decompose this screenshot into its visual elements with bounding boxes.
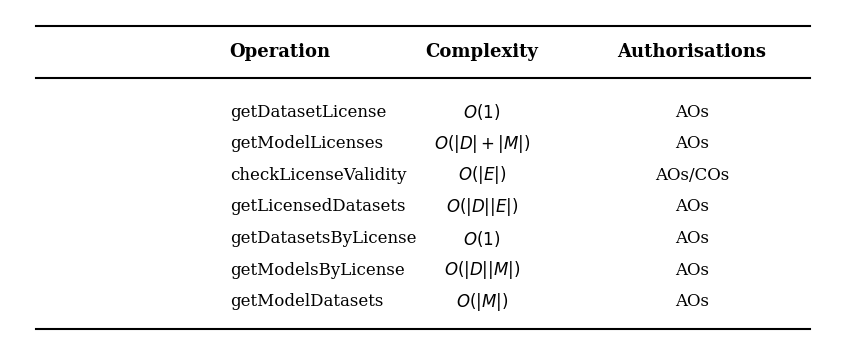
Text: Complexity: Complexity — [426, 42, 538, 61]
Text: $O(|M|)$: $O(|M|)$ — [456, 291, 508, 313]
Text: AOs: AOs — [675, 198, 709, 215]
Text: getDatasetsByLicense: getDatasetsByLicense — [230, 230, 416, 247]
Text: getDatasetLicense: getDatasetLicense — [230, 104, 386, 121]
Text: checkLicenseValidity: checkLicenseValidity — [230, 167, 406, 184]
Text: AOs: AOs — [675, 104, 709, 121]
Text: AOs: AOs — [675, 230, 709, 247]
Text: AOs: AOs — [675, 293, 709, 311]
Text: getModelsByLicense: getModelsByLicense — [230, 262, 404, 279]
Text: AOs/COs: AOs/COs — [655, 167, 729, 184]
Text: getLicensedDatasets: getLicensedDatasets — [230, 198, 405, 215]
Text: $O(|D||E|)$: $O(|D||E|)$ — [446, 196, 518, 218]
Text: $O(|D||M|)$: $O(|D||M|)$ — [444, 259, 520, 281]
Text: $O(|D|+|M|)$: $O(|D|+|M|)$ — [433, 133, 530, 155]
Text: $O(1)$: $O(1)$ — [464, 228, 501, 249]
Text: $O(|E|)$: $O(|E|)$ — [458, 165, 506, 186]
Text: $O(1)$: $O(1)$ — [464, 102, 501, 122]
Text: AOs: AOs — [675, 135, 709, 152]
Text: getModelDatasets: getModelDatasets — [230, 293, 383, 311]
Text: Authorisations: Authorisations — [618, 42, 766, 61]
Text: getModelLicenses: getModelLicenses — [230, 135, 383, 152]
Text: Operation: Operation — [230, 42, 331, 61]
Text: AOs: AOs — [675, 262, 709, 279]
